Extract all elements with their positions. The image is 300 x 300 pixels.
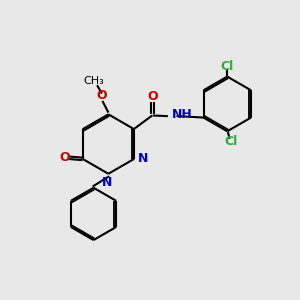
Text: O: O: [59, 151, 70, 164]
Text: N: N: [102, 176, 112, 189]
Text: N: N: [138, 152, 148, 165]
Text: NH: NH: [172, 108, 192, 122]
Text: O: O: [97, 89, 107, 102]
Text: CH₃: CH₃: [83, 76, 104, 86]
Text: O: O: [147, 90, 158, 103]
Text: Cl: Cl: [224, 135, 238, 148]
Text: Cl: Cl: [221, 60, 234, 73]
